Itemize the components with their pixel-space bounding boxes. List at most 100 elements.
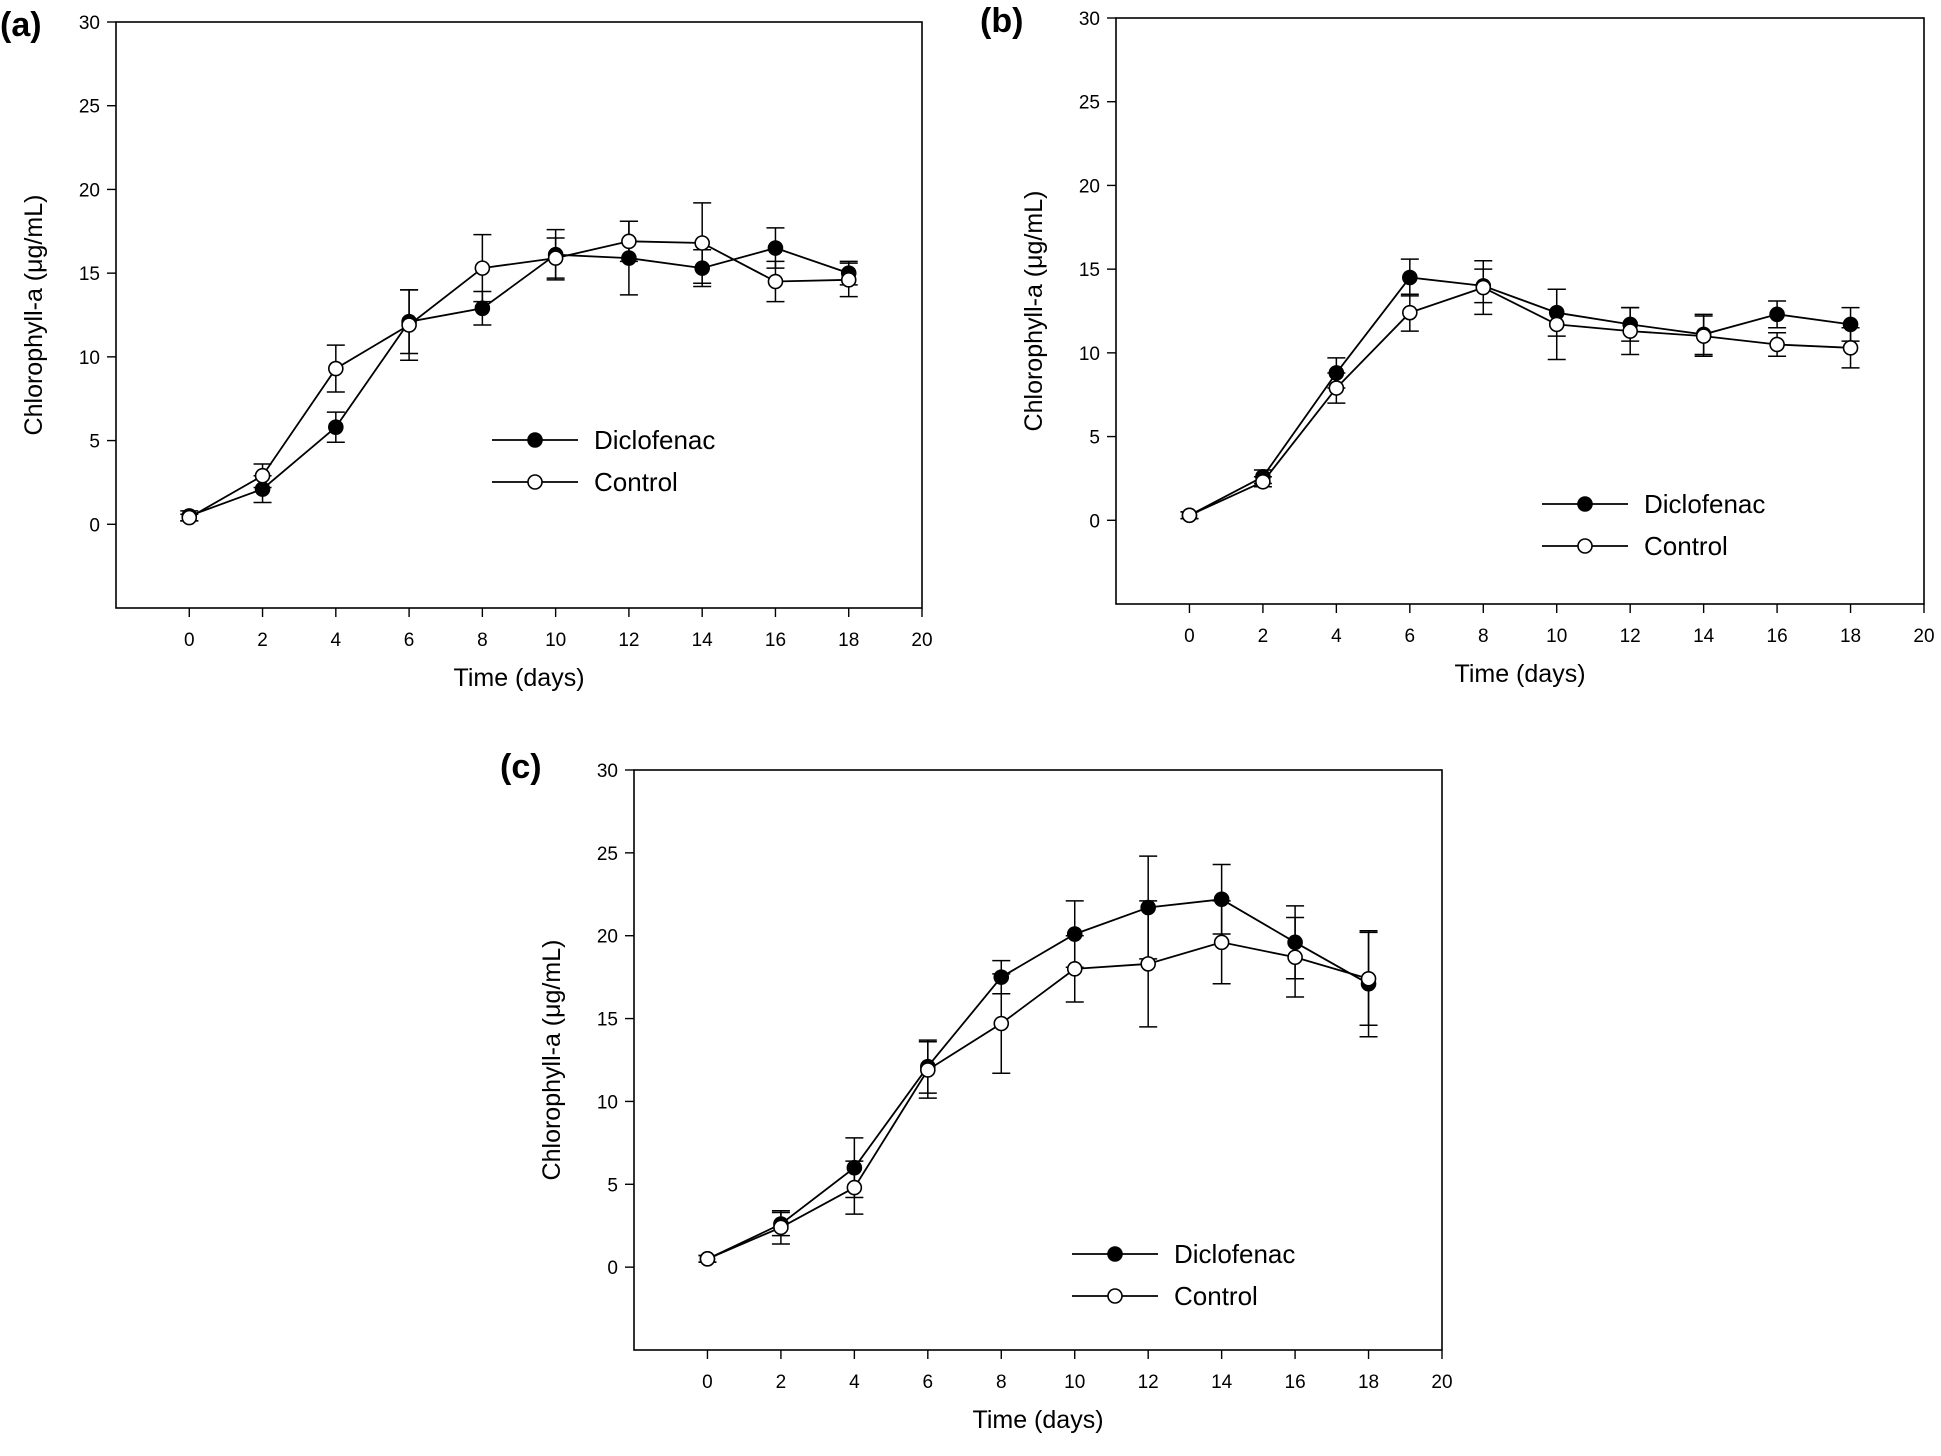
- data-point: [1328, 380, 1345, 396]
- data-point: [1475, 279, 1492, 296]
- legend-item: Control: [1542, 531, 1728, 561]
- x-tick-label: 10: [1546, 626, 1567, 647]
- y-tick-label: 20: [79, 180, 100, 201]
- x-tick-label: 10: [545, 630, 566, 651]
- data-point: [1769, 336, 1785, 353]
- data-point: [1842, 340, 1859, 356]
- x-axis-title: Time (days): [453, 664, 584, 692]
- x-tick-label: 18: [838, 630, 859, 651]
- legend-marker: [1107, 1246, 1123, 1262]
- x-tick-label: 8: [996, 1372, 1007, 1393]
- panel-label: (b): [980, 2, 1023, 40]
- y-tick-label: 30: [597, 761, 618, 782]
- legend-label: Control: [1644, 531, 1728, 561]
- panel-label: (c): [500, 748, 542, 786]
- x-axis-title: Time (days): [1454, 660, 1585, 688]
- y-axis-title: Chlorophyll-a (μg/mL): [538, 940, 566, 1181]
- x-tick-label: 16: [1285, 1372, 1306, 1393]
- data-point: [254, 467, 271, 484]
- series-line: [1189, 286, 1851, 517]
- series-line: [707, 941, 1369, 1260]
- data-point: [773, 1219, 789, 1236]
- x-tick-label: 12: [1138, 1372, 1159, 1393]
- chart-panel-c: (c) 0 5 10 15 20 25 30 0 2 4 6 8 10 12 14 16 18 20 Time (da…: [500, 748, 1453, 1434]
- y-tick-label: 15: [597, 1010, 618, 1031]
- legend-label: Diclofenac: [594, 425, 715, 455]
- legend-marker: [1577, 538, 1593, 554]
- x-tick-label: 4: [1331, 626, 1342, 647]
- x-tick-label: 20: [911, 630, 932, 651]
- plot-frame: [633, 769, 1443, 1351]
- data-point: [621, 233, 637, 250]
- series-diclofenac: [1180, 258, 1860, 524]
- legend-marker: [1107, 1288, 1123, 1304]
- y-tick-label: 15: [1079, 260, 1100, 281]
- legend-item: Control: [492, 467, 678, 497]
- series-line: [188, 240, 849, 519]
- y-tick-label: 25: [597, 844, 618, 865]
- data-point: [1066, 961, 1083, 977]
- plot-frame: [1115, 17, 1925, 605]
- y-tick-label: 5: [1089, 428, 1100, 449]
- x-tick-label: 0: [1184, 626, 1195, 647]
- plot-frame: [115, 21, 923, 609]
- y-tick-label: 20: [597, 927, 618, 948]
- chart-panel-b: (b) 0 5 10 15 20 25 30 0 2 4 6 8 10 12 14 16 18 20 Time (da…: [980, 2, 1935, 688]
- y-tick-label: 25: [79, 97, 100, 118]
- x-tick-label: 16: [1767, 626, 1788, 647]
- x-tick-label: 18: [1840, 626, 1861, 647]
- series-diclofenac: [698, 855, 1378, 1267]
- x-tick-label: 8: [477, 630, 488, 651]
- legend: Diclofenac Control: [1542, 489, 1765, 561]
- y-tick-label: 5: [89, 432, 100, 453]
- legend-item: Control: [1072, 1281, 1258, 1311]
- y-tick-label: 0: [607, 1258, 618, 1279]
- y-tick-label: 25: [1079, 93, 1100, 114]
- series-control: [180, 202, 858, 526]
- series-line: [707, 898, 1369, 1260]
- legend-label: Diclofenac: [1174, 1239, 1295, 1269]
- x-tick-label: 2: [1258, 626, 1269, 647]
- y-tick-label: 10: [79, 348, 100, 369]
- series-diclofenac: [180, 220, 858, 524]
- data-point: [474, 260, 491, 276]
- data-point: [1181, 507, 1198, 524]
- data-point: [181, 509, 198, 526]
- data-point: [699, 1251, 716, 1267]
- x-tick-label: 6: [923, 1372, 934, 1393]
- x-axis-title: Time (days): [972, 1406, 1103, 1434]
- data-point: [1548, 316, 1565, 333]
- x-tick-label: 20: [1913, 626, 1934, 647]
- y-tick-label: 0: [1089, 511, 1100, 532]
- x-tick-label: 6: [1405, 626, 1416, 647]
- data-point: [328, 419, 344, 435]
- legend-label: Diclofenac: [1644, 489, 1765, 519]
- x-tick-label: 20: [1431, 1372, 1452, 1393]
- x-tick-label: 6: [404, 630, 415, 651]
- y-axis-title: Chlorophyll-a (μg/mL): [20, 195, 48, 436]
- data-point: [846, 1179, 863, 1196]
- data-point: [1360, 970, 1377, 987]
- x-tick-label: 14: [692, 630, 714, 651]
- y-tick-label: 10: [597, 1092, 618, 1113]
- data-point: [328, 360, 344, 377]
- legend-item: Diclofenac: [492, 425, 715, 455]
- data-point: [1140, 956, 1156, 972]
- y-tick-label: 30: [1079, 9, 1100, 30]
- y-tick-label: 10: [1079, 344, 1100, 365]
- legend-marker: [1577, 496, 1593, 512]
- x-tick-label: 14: [1693, 626, 1715, 647]
- data-point: [694, 235, 710, 251]
- legend-item: Diclofenac: [1072, 1239, 1295, 1269]
- x-tick-label: 14: [1211, 1372, 1233, 1393]
- panel-label: (a): [0, 6, 42, 44]
- data-point: [1622, 323, 1638, 339]
- x-tick-label: 12: [618, 630, 639, 651]
- series-control: [698, 900, 1378, 1267]
- x-tick-label: 16: [765, 630, 786, 651]
- y-tick-label: 0: [89, 515, 100, 536]
- x-tick-label: 0: [702, 1372, 713, 1393]
- y-tick-label: 15: [79, 264, 100, 285]
- data-point: [1213, 934, 1230, 951]
